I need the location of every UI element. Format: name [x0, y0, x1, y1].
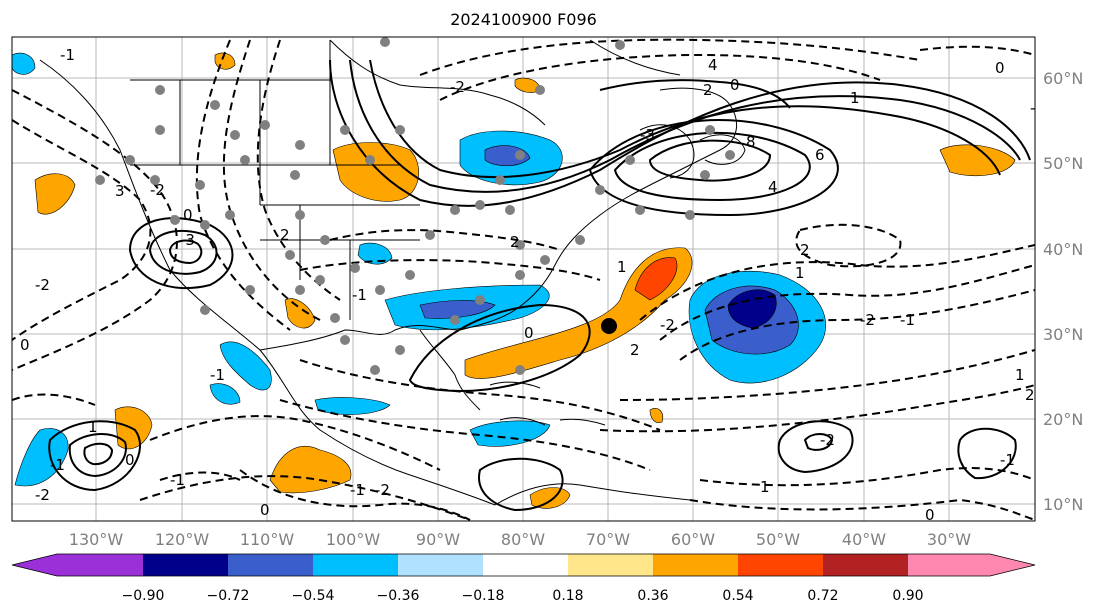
colorbar-swatch	[143, 554, 228, 576]
svg-text:1: 1	[850, 89, 860, 107]
colorbar-swatch	[823, 554, 908, 576]
svg-text:1: 1	[795, 264, 805, 282]
longitude-labels: 130°W 120°W 110°W 100°W 90°W 80°W 70°W 6…	[69, 530, 971, 549]
lon-label: 60°W	[671, 530, 715, 549]
dashed-contours	[12, 38, 1035, 521]
svg-text:2: 2	[800, 241, 810, 259]
observation-dots	[95, 37, 735, 375]
svg-text:0: 0	[730, 76, 740, 94]
svg-text:-1: -1	[1000, 451, 1015, 469]
colorbar-tick: 0.72	[807, 588, 838, 604]
colorbar-swatch	[738, 554, 823, 576]
svg-text:4: 4	[768, 178, 778, 196]
lat-label: 10°N	[1043, 495, 1083, 514]
lat-label: 40°N	[1043, 240, 1083, 259]
svg-text:0: 0	[20, 336, 30, 354]
svg-text:-1: -1	[900, 311, 915, 329]
svg-text:-1: -1	[50, 456, 65, 474]
colorbar-swatch	[653, 554, 738, 576]
colorbar-outline	[11, 553, 1036, 577]
lon-label: 130°W	[69, 530, 124, 549]
svg-text:1: 1	[88, 418, 98, 436]
lon-label: 30°W	[927, 530, 971, 549]
svg-text:0: 0	[995, 59, 1005, 77]
svg-text:0: 0	[524, 324, 534, 342]
colorbar-tick: 0.18	[552, 588, 583, 604]
svg-text:0: 0	[260, 501, 270, 519]
svg-text:0: 0	[925, 506, 935, 524]
svg-text:0: 0	[183, 206, 193, 224]
svg-text:-2: -2	[35, 276, 50, 294]
svg-text:-2: -2	[35, 486, 50, 504]
svg-text:-3: -3	[180, 231, 195, 249]
colorbar-tick: −0.36	[377, 588, 420, 604]
map-title: 2024100900 F096	[450, 10, 597, 29]
colorbar-tick: −0.18	[462, 588, 505, 604]
colorbar-tick: −0.90	[122, 588, 165, 604]
svg-text:1: 1	[760, 478, 770, 496]
colorbar-swatch	[313, 554, 398, 576]
lon-label: 80°W	[501, 530, 545, 549]
coastlines	[39, 39, 746, 506]
svg-text:-1: -1	[350, 481, 365, 499]
contour-labels: 4 2 1 0 -1 -2 -3 8 6 4 2 1 -2 -1 2 3 -3 …	[20, 46, 1045, 524]
storm-center-marker	[601, 318, 617, 334]
colorbar-tick: −0.72	[207, 588, 250, 604]
colorbar-swatch	[568, 554, 653, 576]
lat-label: 50°N	[1043, 154, 1083, 173]
solid-contours	[48, 59, 1031, 512]
colorbar-tick: 0.36	[637, 588, 668, 604]
colorbar-tick: 0.54	[722, 588, 753, 604]
lon-label: 90°W	[416, 530, 460, 549]
svg-text:-3: -3	[640, 126, 655, 144]
svg-text:-2: -2	[820, 431, 835, 449]
colorbar-swatch	[228, 554, 313, 576]
lat-label: 60°N	[1043, 69, 1083, 88]
colorbar-swatch	[57, 554, 143, 576]
svg-text:1: 1	[1015, 366, 1025, 384]
negative-anomaly-shading	[12, 52, 826, 487]
lon-label: 50°W	[756, 530, 800, 549]
colorbar-extend-low	[12, 554, 57, 576]
lat-label: 20°N	[1043, 410, 1083, 429]
lon-label: 120°W	[155, 530, 210, 549]
lon-label: 110°W	[240, 530, 295, 549]
lat-label: 30°N	[1043, 325, 1083, 344]
svg-text:3: 3	[115, 182, 125, 200]
svg-text:-1: -1	[1030, 99, 1045, 117]
svg-text:2: 2	[630, 341, 640, 359]
svg-text:2: 2	[510, 233, 520, 251]
svg-text:2: 2	[1025, 386, 1035, 404]
svg-text:0: 0	[125, 451, 135, 469]
colorbar-tick: −0.54	[292, 588, 335, 604]
map-frame	[11, 36, 1036, 522]
svg-text:-2: -2	[860, 311, 875, 329]
svg-text:-2: -2	[660, 316, 675, 334]
svg-text:-1: -1	[210, 366, 225, 384]
svg-text:2: 2	[280, 226, 290, 244]
colorbar-swatch	[398, 554, 483, 576]
svg-text:-1: -1	[352, 286, 367, 304]
svg-text:6: 6	[815, 146, 825, 164]
lon-label: 100°W	[326, 530, 381, 549]
svg-text:-1: -1	[170, 471, 185, 489]
svg-text:1: 1	[617, 258, 627, 276]
svg-text:2: 2	[703, 81, 713, 99]
colorbar: −0.90 −0.72 −0.54 −0.36 −0.18 0.18 0.36 …	[11, 553, 1036, 604]
colorbar-tick: 0.90	[892, 588, 923, 604]
svg-text:8: 8	[746, 133, 756, 151]
latitude-labels: 60°N 50°N 40°N 30°N 20°N 10°N	[1043, 69, 1083, 514]
svg-text:-1: -1	[60, 46, 75, 64]
colorbar-extend-high	[990, 554, 1035, 576]
svg-text:-2: -2	[150, 181, 165, 199]
colorbar-tick-labels: −0.90 −0.72 −0.54 −0.36 −0.18 0.18 0.36 …	[122, 588, 924, 604]
lon-label: 70°W	[586, 530, 630, 549]
svg-text:-2: -2	[450, 78, 465, 96]
svg-text:-2: -2	[375, 481, 390, 499]
svg-text:4: 4	[708, 56, 718, 74]
colorbar-swatch	[483, 554, 568, 576]
colorbar-swatch	[908, 554, 990, 576]
lon-label: 40°W	[842, 530, 886, 549]
